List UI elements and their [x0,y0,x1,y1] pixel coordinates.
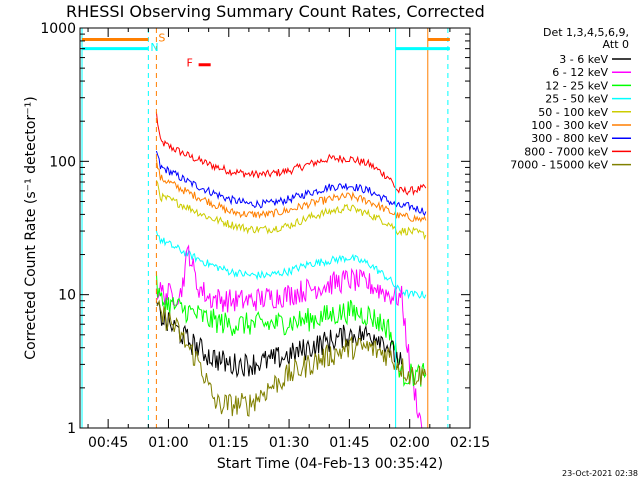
markers-layer: SN F [81,28,450,428]
legend-label-7000-15000-kev: 7000 - 15000 keV [510,159,608,172]
flag-label-n: N [150,41,158,54]
legend-header-1: Att 0 [603,38,629,51]
series-line-300-800-kev [155,150,427,217]
series-line-50-100-kev [155,180,427,241]
flag-label-f: F [187,57,193,70]
series-line-3-6-kev [155,300,403,379]
x-tick-label-01-30: 01:30 [269,435,309,451]
legend-label-25-50-kev: 25 - 50 keV [545,93,608,106]
x-axis-label: Start Time (04-Feb-13 00:35:42) [217,456,443,472]
flag-label-s: S [158,31,165,44]
plot-frame [79,27,471,429]
timestamp: 23-Oct-2021 02:38 [562,469,638,478]
legend-label-12-25-kev: 12 - 25 keV [545,79,608,92]
series-layer [155,111,427,429]
legend-label-300-800-kev: 300 - 800 keV [531,132,608,145]
x-tick-label-01-45: 01:45 [329,435,369,451]
x-tick-label-01-00: 01:00 [148,435,188,451]
legend-header-0: Det 1,3,4,5,6,9, [543,26,629,39]
x-tick-label-02-15: 02:15 [450,435,490,451]
legend-label-3-6-kev: 3 - 6 keV [559,53,608,66]
legend-label-100-300-kev: 100 - 300 keV [531,119,608,132]
series-line-12-25-kev [155,272,427,387]
ticks-layer: 1 10 100 1000 00:45 01:00 01:15 01:30 01:45 02:00… [40,21,490,451]
legend-label-50-100-kev: 50 - 100 keV [538,106,608,119]
series-line-7000-15000-kev [156,299,427,417]
y-axis-label: Corrected Count Rate (s⁻¹ detector⁻¹) [23,96,39,359]
series-line-800-7000-kev [155,111,427,196]
x-tick-label-02-00: 02:00 [390,435,430,451]
x-tick-label-01-15: 01:15 [209,435,249,451]
y-tick-label-10: 10 [58,288,76,304]
series-line-25-50-kev [155,230,427,300]
legend-label-6-12-kev: 6 - 12 keV [552,66,608,79]
legend-label-800-7000-kev: 800 - 7000 keV [524,145,608,158]
chart-title: RHESSI Observing Summary Count Rates, Co… [66,2,485,21]
series-line-6-12-kev [155,244,426,429]
y-tick-label-100: 100 [49,154,76,170]
series-line-100-300-kev [155,159,427,223]
x-tick-label-00-45: 00:45 [88,435,128,451]
y-tick-label-1000: 1000 [40,21,76,37]
y-tick-label-1: 1 [67,421,76,437]
